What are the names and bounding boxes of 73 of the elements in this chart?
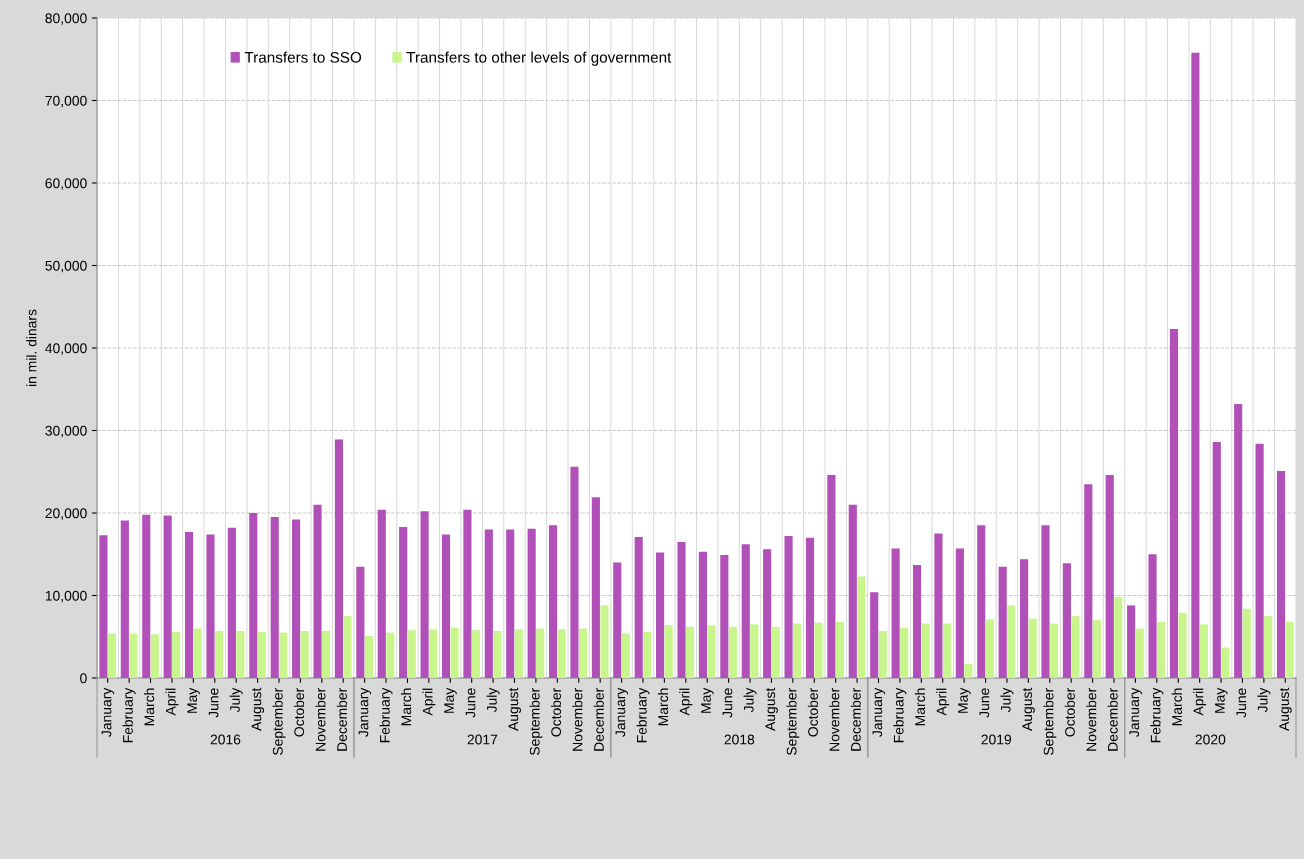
legend-label: Transfers to other levels of government: [406, 51, 672, 66]
x-tick-label: August: [1279, 687, 1292, 731]
legend-label: Transfers to SSO: [244, 51, 362, 63]
x-tick-label: March: [914, 688, 926, 726]
x-tick-label: November: [315, 687, 326, 751]
x-tick-label: March: [1171, 688, 1182, 726]
y-tick-label: 0: [80, 673, 87, 684]
x-tick-label: June: [465, 688, 476, 718]
x-tick-label: March: [400, 688, 412, 726]
x-tick-label: February: [379, 687, 393, 743]
x-tick-label: December: [1107, 687, 1118, 751]
y-axis-title: in mil. dinars: [26, 309, 37, 387]
x-tick-label: February: [636, 687, 650, 743]
x-tick-label: August: [251, 687, 265, 731]
x-tick-label: February: [893, 687, 907, 743]
x-tick-label: June: [1236, 688, 1247, 718]
x-tick-label: May: [1215, 687, 1228, 713]
x-tick-label: March: [144, 688, 155, 726]
x-tick-label: August: [508, 687, 521, 731]
x-tick-label: September: [272, 687, 286, 756]
y-tick-label: 70,000: [45, 95, 87, 108]
text: 2018: [724, 734, 755, 745]
x-tick-label: December: [850, 687, 861, 751]
x-tick-label: October: [550, 687, 562, 737]
text: 2020: [1195, 734, 1226, 745]
x-tick-label: May: [444, 687, 457, 713]
y-tick-label: 40,000: [45, 343, 87, 355]
x-tick-label: November: [1086, 687, 1097, 751]
x-tick-label: December: [593, 687, 604, 751]
text: 2016: [210, 734, 241, 745]
x-tick-label: May: [187, 687, 200, 713]
x-tick-label: April: [165, 688, 179, 716]
text: 2019: [981, 734, 1012, 745]
x-tick-label: April: [679, 688, 693, 716]
x-tick-label: September: [529, 687, 543, 756]
x-tick-label: July: [1000, 687, 1014, 713]
x-tick-label: September: [1043, 687, 1057, 756]
x-tick-label: May: [701, 687, 714, 713]
x-tick-label: June: [979, 688, 990, 718]
x-tick-label: August: [1022, 687, 1035, 731]
x-tick-label: January: [1129, 687, 1142, 737]
x-tick-label: April: [936, 688, 950, 716]
x-tick-label: February: [1150, 687, 1164, 743]
x-tick-label: August: [765, 687, 778, 731]
x-tick-label: October: [293, 687, 305, 737]
y-tick-label: 20,000: [45, 508, 87, 520]
x-tick-label: June: [208, 688, 219, 718]
x-tick-label: May: [958, 687, 971, 713]
x-tick-label: January: [615, 687, 629, 737]
y-tick-label: 80,000: [45, 13, 87, 25]
x-tick-label: January: [872, 687, 885, 737]
y-tick-label: 50,000: [45, 260, 87, 273]
y-tick-label: 10,000: [45, 590, 87, 603]
x-tick-label: January: [358, 687, 372, 737]
x-tick-label: July: [743, 687, 757, 713]
x-tick-label: November: [829, 687, 840, 751]
x-tick-label: October: [1064, 687, 1075, 737]
x-tick-label: July: [486, 687, 500, 713]
x-tick-label: June: [722, 688, 733, 718]
y-tick-label: 30,000: [45, 425, 87, 438]
x-tick-label: November: [572, 687, 583, 751]
x-tick-label: April: [422, 688, 436, 716]
x-tick-label: December: [336, 687, 347, 751]
x-tick-label: July: [229, 687, 243, 713]
x-tick-label: February: [122, 687, 136, 743]
x-tick-label: January: [101, 687, 115, 737]
x-tick-label: April: [1193, 688, 1207, 716]
text: 2017: [467, 734, 498, 745]
x-tick-label: March: [657, 688, 669, 726]
y-tick-label: 60,000: [45, 178, 87, 190]
x-tick-label: October: [807, 687, 818, 737]
x-tick-label: September: [786, 687, 800, 756]
x-tick-label: July: [1257, 687, 1271, 713]
